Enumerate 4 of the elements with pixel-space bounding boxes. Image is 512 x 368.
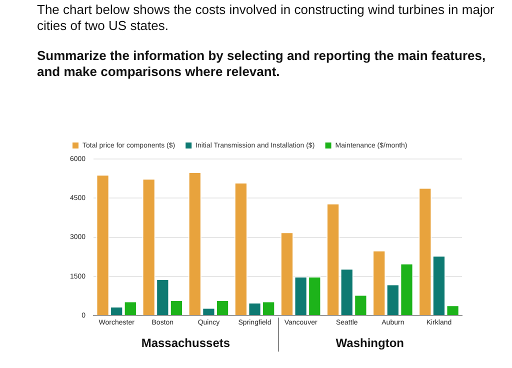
text: Washington — [336, 336, 404, 350]
chart-subtitle: Summarize the information by selecting and reporting the main features, and make comparisons where relevant. — [37, 48, 487, 80]
chart-title: The chart below shows the costs involved in constructing wind turbines in major cities of two US states. — [37, 2, 496, 34]
text: Massachussets — [141, 336, 230, 350]
